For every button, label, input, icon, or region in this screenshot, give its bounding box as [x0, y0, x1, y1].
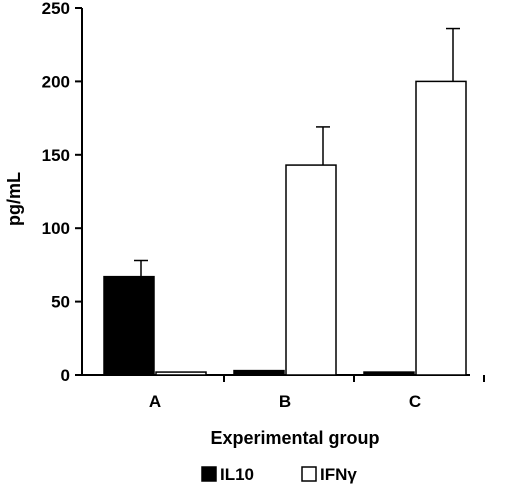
bar-ifn-a [155, 371, 207, 376]
bar-il10-c [363, 371, 415, 376]
legend-label-il10: IL10 [220, 465, 254, 484]
legend-label-ifn: IFNγ [320, 465, 357, 484]
legend-swatch-il10 [201, 466, 217, 482]
y-tick-label: 0 [61, 366, 70, 385]
y-tick-label: 50 [51, 293, 70, 312]
bar-il10-a [103, 275, 155, 376]
y-axis-title: pg/mL [4, 172, 24, 226]
y-tick-label: 200 [42, 72, 70, 91]
y-tick-label: 250 [42, 0, 70, 18]
y-tick-label: 100 [42, 219, 70, 238]
x-axis-title: Experimental group [210, 428, 379, 448]
bar-il10-b [233, 369, 285, 376]
bar-ifn-c [415, 80, 467, 376]
plot-area: 0 50 100 150 200 250 A B C [42, 0, 485, 411]
legend-swatch-ifn [301, 466, 317, 482]
x-tick-label-b: B [279, 392, 291, 411]
x-tick-label-a: A [149, 392, 161, 411]
legend: IL10 IFNγ [201, 465, 357, 484]
x-tick-label-c: C [409, 392, 421, 411]
bar-ifn-b [285, 164, 337, 376]
y-tick-label: 150 [42, 146, 70, 165]
